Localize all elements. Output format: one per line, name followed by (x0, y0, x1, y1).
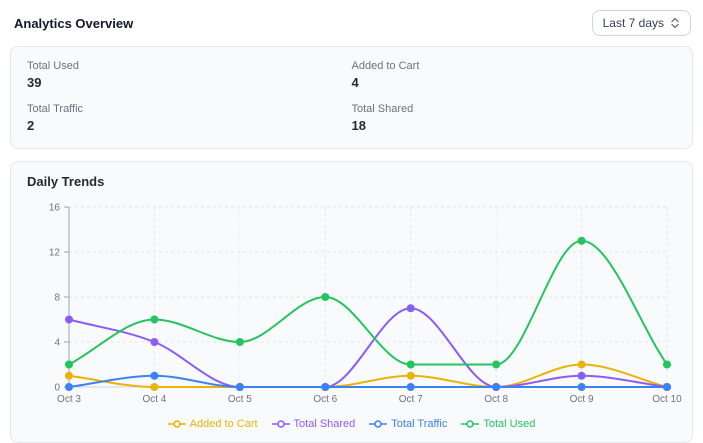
x-tick-label: Oct 10 (652, 394, 682, 405)
data-point (577, 360, 586, 369)
series-line-total-shared (68, 307, 668, 389)
data-point (150, 371, 159, 380)
data-point (492, 360, 501, 369)
date-range-selector[interactable]: Last 7 days (591, 10, 691, 36)
date-range-value: Last 7 days (602, 16, 664, 30)
stat-item: Total Traffic 2 (27, 103, 352, 133)
data-point (663, 360, 671, 369)
data-point (321, 383, 330, 391)
data-point (663, 383, 671, 391)
legend-label: Total Traffic (391, 418, 448, 430)
legend-marker-icon (369, 420, 388, 428)
stat-label: Total Shared (351, 103, 414, 115)
y-tick-label: 0 (54, 383, 60, 394)
data-point (65, 371, 73, 380)
stat-item: Added to Cart 4 (352, 60, 677, 90)
legend-item-total-shared: Total Shared (271, 418, 356, 430)
legend-item-total-used: Total Used (461, 418, 535, 430)
analytics-header: Analytics Overview Last 7 days (0, 0, 703, 46)
stats-summary-panel: Total Used 39 Added to Cart 4 Total Traffic 2… (10, 46, 693, 149)
chart-legend: Added to Cart Total Shared Total Traffic To… (11, 418, 692, 430)
x-tick-label: Oct 8 (484, 394, 508, 405)
stat-item: Total Shared 18 (352, 103, 677, 133)
page-title: Analytics Overview (14, 15, 134, 31)
stat-label: Total Traffic (27, 103, 84, 115)
stat-item: Total Used 39 (27, 60, 352, 90)
data-point (492, 383, 501, 391)
stat-value: 18 (351, 118, 366, 133)
stat-value: 39 (27, 75, 42, 90)
series-line-added-to-cart (68, 363, 668, 389)
x-tick-label: Oct 3 (57, 394, 81, 405)
legend-label: Total Shared (293, 418, 356, 430)
series-line-total-traffic (68, 374, 667, 388)
legend-marker-icon (167, 420, 186, 428)
chart-title: Daily Trends (27, 174, 105, 189)
stat-label: Total Used (27, 60, 79, 72)
data-point (65, 360, 73, 369)
legend-marker-icon (461, 420, 480, 428)
data-point (65, 315, 73, 324)
y-tick-label: 12 (49, 248, 61, 259)
data-point (577, 383, 586, 391)
x-tick-label: Oct 6 (313, 394, 337, 405)
data-point (577, 371, 586, 380)
data-point (150, 383, 159, 391)
x-tick-label: Oct 5 (228, 394, 252, 405)
data-point (65, 383, 73, 391)
data-point (406, 383, 415, 391)
x-tick-label: Oct 7 (399, 394, 423, 405)
legend-item-added-to-cart: Added to Cart (167, 418, 258, 430)
data-point (150, 338, 159, 346)
data-point (235, 338, 244, 346)
x-tick-label: Oct 9 (570, 394, 594, 405)
chevron-up-down-icon (671, 17, 679, 29)
line-chart: 0 4 8 12 16 Oct 3 Oct 4 Oct 5 Oct 6 Oct 7 Oct 8 Oct… (11, 199, 692, 416)
daily-trends-panel: Daily Trends 0 4 8 12 16 Oct 3 Oct 4 Oct 5 Oct 6… (10, 161, 693, 443)
stat-value: 4 (351, 75, 359, 90)
data-point (150, 315, 159, 324)
data-point (406, 360, 415, 369)
legend-marker-icon (271, 420, 290, 428)
stat-value: 2 (27, 118, 35, 133)
data-point (577, 236, 586, 245)
y-tick-label: 4 (54, 338, 60, 349)
legend-label: Total Used (483, 418, 536, 430)
legend-item-total-traffic: Total Traffic (369, 418, 447, 430)
data-point (406, 304, 415, 313)
y-tick-label: 8 (54, 293, 60, 304)
data-point (321, 293, 330, 301)
stat-label: Added to Cart (351, 60, 420, 72)
y-tick-label: 16 (49, 203, 61, 214)
data-point (406, 371, 415, 380)
legend-label: Added to Cart (189, 418, 258, 430)
daily-trends-chart-svg: 0 4 8 12 16 Oct 3 Oct 4 Oct 5 Oct 6 Oct 7 Oct 8 Oct… (49, 203, 682, 406)
data-point (235, 383, 244, 391)
x-tick-label: Oct 4 (142, 394, 166, 405)
